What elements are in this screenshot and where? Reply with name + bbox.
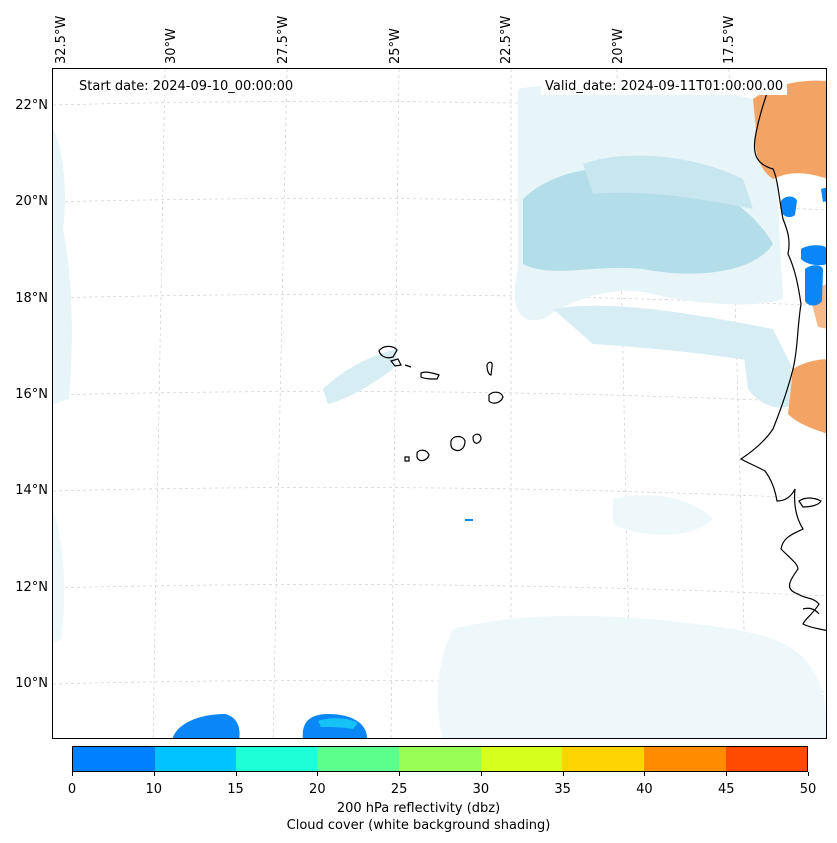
gridline-lon: [272, 69, 288, 738]
island-sao-vicente: [389, 358, 402, 367]
lon-label-30w: 30°W: [164, 28, 179, 64]
lon-label-25w: 25°W: [388, 28, 403, 64]
reflectivity-cell: [781, 196, 797, 218]
reflectivity-cell: [801, 245, 826, 266]
colorbar-tick-label: 25: [390, 782, 408, 797]
cloud-region: [53, 129, 72, 404]
colorbar-subtitle: Cloud cover (white background shading): [286, 818, 551, 833]
lat-label-20n: 20°N: [15, 194, 48, 209]
colorbar-tick-label: 50: [799, 782, 817, 797]
gridline-lat: [53, 584, 826, 597]
land-warm-region: [788, 359, 826, 434]
colorbar-tickmark: [644, 772, 646, 776]
cloud-region: [613, 495, 713, 535]
cloud-cover-shading: [53, 83, 826, 738]
island-santiago: [450, 435, 466, 452]
coast-detail: [798, 497, 822, 508]
island-sal: [486, 361, 493, 376]
colorbar-tickmark: [480, 772, 482, 776]
cloud-region: [437, 615, 826, 738]
lat-label-12n: 12°N: [15, 580, 48, 595]
gridline-lon: [390, 69, 400, 738]
island-sao-nicolau: [420, 371, 440, 380]
colorbar-tick-label: 10: [145, 782, 163, 797]
colorbar-segment: [399, 747, 481, 771]
colorbar-tickmark: [72, 772, 73, 776]
colorbar-segment: [236, 747, 318, 771]
west-africa-coastline: [739, 80, 826, 631]
valid-date-label: Valid_date: 2024-09-11T01:00:00.00: [541, 78, 788, 95]
land-warm-region: [753, 80, 826, 179]
colorbar-tick-label: 15: [227, 782, 244, 797]
gridline-lat: [53, 391, 826, 404]
colorbar-tickmark: [562, 772, 564, 776]
colorbar-title: 200 hPa reflectivity (dbz): [336, 801, 501, 816]
colorbar-segment: [725, 747, 808, 771]
colorbar-segment: [562, 747, 644, 771]
island-maio: [472, 433, 482, 444]
lon-label-27-5w: 27.5°W: [276, 15, 291, 64]
colorbar-segment: [643, 747, 726, 771]
colorbar-tickmark: [808, 772, 809, 776]
reflectivity-cells: [173, 187, 826, 738]
lat-label-18n: 18°N: [15, 291, 48, 306]
gridline-lat: [53, 487, 826, 500]
land-shading: [753, 80, 826, 434]
colorbar-tick-label: 45: [717, 782, 735, 797]
colorbar-tickmark: [399, 772, 401, 776]
colorbar-tickmark: [153, 772, 155, 776]
gridline-lon: [728, 69, 748, 738]
reflectivity-cell: [465, 519, 473, 521]
lon-label-17-5w: 17.5°W: [722, 15, 737, 64]
lat-label-16n: 16°N: [15, 387, 48, 402]
lat-label-14n: 14°N: [15, 483, 48, 498]
colorbar-tick-label: 30: [472, 782, 490, 797]
colorbar-tick-label: 40: [636, 782, 653, 797]
start-date-label: Start date: 2024-09-10_00:00:00: [75, 78, 298, 95]
colorbar-tick-label: 35: [554, 782, 571, 797]
colorbar-tickmark: [726, 772, 728, 776]
lat-label-10n: 10°N: [15, 676, 48, 691]
island-santo-antao: [378, 345, 398, 359]
map-panel[interactable]: Start date: 2024-09-10_00:00:00 Valid_da…: [52, 68, 827, 739]
lon-label-32-5w: 32.5°W: [54, 15, 69, 64]
cloud-region: [553, 305, 793, 369]
lon-label-22-5w: 22.5°W: [499, 15, 514, 64]
colorbar-tick-label: 0: [67, 782, 77, 797]
colorbar: [72, 746, 808, 772]
coastlines: [378, 80, 826, 631]
map-canvas: [53, 69, 826, 738]
colorbar-tickmark: [317, 772, 319, 776]
colorbar-segment: [73, 747, 155, 771]
colorbar-segment: [480, 747, 563, 771]
island-fogo: [416, 449, 430, 462]
cloud-region: [53, 509, 65, 644]
island-brava: [404, 456, 410, 462]
island-boa-vista: [488, 391, 504, 404]
cloud-region: [743, 346, 798, 408]
colorbar-segment: [154, 747, 237, 771]
colorbar-tick-label: 20: [309, 782, 326, 797]
lat-label-22n: 22°N: [15, 98, 48, 113]
reflectivity-cell: [805, 265, 823, 306]
reflectivity-cell: [821, 187, 826, 202]
cloud-region: [323, 349, 398, 404]
gridline-lon: [152, 69, 166, 738]
colorbar-segment: [317, 747, 400, 771]
lon-label-20w: 20°W: [611, 28, 626, 64]
reflectivity-cell: [173, 714, 240, 738]
coast-detail: [802, 607, 820, 615]
cloud-region: [583, 155, 753, 209]
colorbar-tickmark: [235, 772, 237, 776]
island-santa-luzia: [404, 364, 412, 368]
reflectivity-cell: [318, 718, 358, 729]
